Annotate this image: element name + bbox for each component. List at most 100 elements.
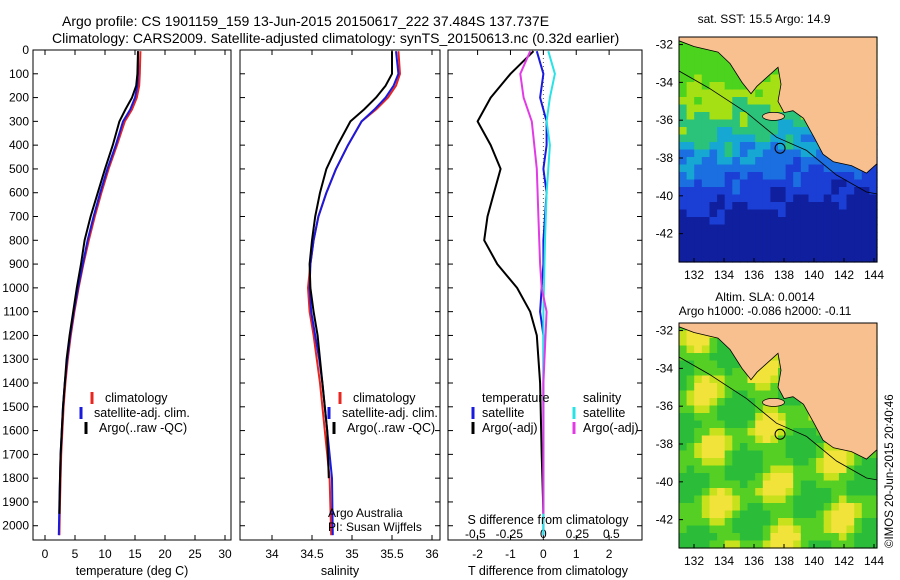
map-cell [770,360,779,369]
map-cell [739,217,749,226]
map-cell [785,428,794,437]
salinity-xlabel: salinity [321,564,360,578]
xtick-label: 0 [540,547,547,561]
map-cell [717,127,726,136]
map-cell [724,368,733,377]
map-xtick-label: 138 [774,554,794,568]
map-frame [678,322,878,549]
map-cell [770,540,779,549]
map-cell [770,480,779,489]
map-cell [694,119,703,128]
map-cell [732,194,741,203]
map-cell [694,450,703,459]
map-cell [724,525,733,534]
map-cell [838,172,848,181]
map-cell [747,413,756,422]
map-cell [686,435,695,444]
map-cell [724,254,733,263]
map-cell [694,345,703,354]
map-cell [724,119,733,128]
map-cell [838,164,848,173]
map-cell [800,209,809,218]
map-cell [701,112,710,121]
map-cell [816,254,825,263]
map-cell [778,127,787,136]
map-cell [732,254,741,263]
map-cell [793,224,802,233]
map-cell [739,473,749,482]
map-cell [838,510,848,519]
map-cell [724,239,733,248]
map-cell [762,179,771,188]
map-cell [694,97,703,106]
map-cell [755,368,764,377]
map-cell [732,82,741,91]
legend-title-salinity: salinity [583,391,622,405]
map-cell [800,510,809,519]
map-cell [724,202,733,211]
map-cell [739,518,749,527]
map-cell [686,59,695,68]
map-cell [755,142,764,151]
map-cell [823,495,832,504]
map-cell [739,119,749,128]
map-cell [747,127,756,136]
map-cell [846,254,855,263]
map-cell [770,217,779,226]
map-cell [838,540,848,549]
map-cell [717,179,726,188]
map-cell [770,254,779,263]
map-cell [747,458,756,467]
map-cell [694,82,703,91]
shelf-contour [678,356,878,481]
map-cell [778,465,787,474]
map-cell [869,465,878,474]
legend-label-climatology: climatology [353,391,416,405]
series-climatology [58,51,142,536]
map-cell [762,134,771,143]
map-cell [717,353,726,362]
map-cell [762,540,771,549]
map-cell [816,518,825,527]
map-cell [869,202,878,211]
map-cell [785,172,794,181]
map-cell [861,187,870,196]
map-xtick-label: 140 [804,268,824,282]
map-cell [838,202,848,211]
map-cell [739,390,749,399]
map-cell [739,247,749,256]
map-ytick-label: -36 [656,113,674,127]
map-cell [709,89,718,98]
annotation-argo-australia: Argo Australia [328,506,403,520]
map-cell [762,127,771,136]
map-cell [694,458,703,467]
map-cell [717,473,726,482]
map-cell [709,480,718,489]
map-cell [732,435,741,444]
xtick-label: 35 [345,547,359,561]
map-cell [701,187,710,196]
map-cell [739,443,749,452]
map-cell [694,59,703,68]
map-cell [701,510,710,519]
map-cell [854,179,863,188]
map-cell [778,187,787,196]
map-cell [686,428,695,437]
map-cell [717,104,726,113]
map-cell [762,239,771,248]
map-cell [739,428,749,437]
ytick-label: 1300 [2,352,29,366]
map-cell [724,345,733,354]
map-cell [679,142,688,151]
map-cell [854,540,863,549]
map-cell [679,465,688,474]
map-cell [701,495,710,504]
map-cell [755,247,764,256]
map-cell [846,518,855,527]
map-cell [679,164,688,173]
map-cell [838,495,848,504]
map-cell [831,503,840,512]
map-cell [846,187,855,196]
map-cell [709,360,718,369]
map-cell [686,194,695,203]
